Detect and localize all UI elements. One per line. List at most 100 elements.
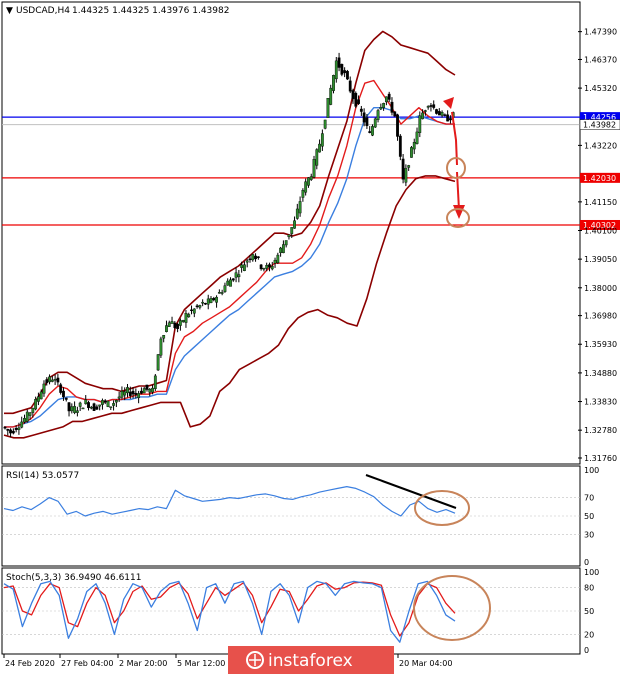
candle-body xyxy=(165,325,168,332)
price-tick-label: 1.34880 xyxy=(584,369,617,378)
candle-body xyxy=(212,298,216,301)
stoch-tick-label: 80 xyxy=(584,584,594,593)
candle-body xyxy=(387,93,391,100)
ohlc-label: 1.44325 1.44325 1.43976 1.43982 xyxy=(72,6,229,16)
candle-body xyxy=(348,80,352,92)
candle-body xyxy=(178,320,182,326)
price-tick-label: 1.47390 xyxy=(584,28,617,37)
candle-body xyxy=(254,255,257,260)
candle-body xyxy=(245,260,249,263)
time-tick-label: 5 Mar 12:00 xyxy=(177,659,225,668)
candle-body xyxy=(206,298,210,305)
candle-body xyxy=(142,388,146,394)
rsi-divergence-line xyxy=(365,474,457,509)
candle-body xyxy=(6,428,10,431)
candle-body xyxy=(215,296,218,303)
candle-body xyxy=(195,305,199,308)
time-tick-label: 24 Feb 2020 xyxy=(5,659,55,668)
candle-body xyxy=(9,429,12,434)
candle-body xyxy=(170,321,174,324)
candle-body xyxy=(404,168,408,183)
bollinger-lower-line xyxy=(3,175,456,439)
price-tick-label: 1.40100 xyxy=(584,226,617,235)
candle-body xyxy=(287,234,291,238)
candle-body xyxy=(243,264,246,272)
candle-body xyxy=(59,384,63,393)
bollinger-upper-line xyxy=(4,30,456,415)
level-price-badge xyxy=(580,112,620,123)
candle-body xyxy=(3,426,7,429)
candle-body xyxy=(89,406,93,409)
candle-body xyxy=(101,400,104,405)
candle-body xyxy=(87,402,90,409)
candle-body xyxy=(318,143,321,153)
candle-body xyxy=(446,114,450,122)
rsi-tick-label: 70 xyxy=(584,494,594,503)
watermark: instaforex xyxy=(228,646,394,674)
candle-body xyxy=(126,387,129,394)
candle-body xyxy=(81,407,85,410)
candle-body xyxy=(410,147,413,158)
candle-body xyxy=(270,265,274,270)
candle-body xyxy=(301,190,305,198)
rsi-axis-ticks: 100 70 50 30 0 xyxy=(584,466,599,567)
candle-body xyxy=(426,106,430,108)
price-candles xyxy=(3,52,455,438)
candle-body xyxy=(70,406,74,412)
candle-body xyxy=(190,309,193,312)
candle-body xyxy=(248,258,252,261)
candle-body xyxy=(365,117,369,126)
header-arrow-icon[interactable]: ▼ xyxy=(6,6,13,16)
candle-body xyxy=(323,119,327,129)
candle-body xyxy=(312,159,316,178)
time-tick-label: 27 Feb 04:00 xyxy=(61,659,113,668)
candle-body xyxy=(429,105,433,107)
candle-body xyxy=(268,264,271,268)
candle-body xyxy=(262,268,266,270)
candle-body xyxy=(173,322,177,328)
candle-body xyxy=(103,400,107,403)
rsi-tick-label: 30 xyxy=(584,530,594,539)
candle-body xyxy=(376,110,380,120)
time-tick-label: 2 Mar 20:00 xyxy=(119,659,167,668)
price-tick-label: 1.43220 xyxy=(584,141,617,150)
candle-body xyxy=(37,396,40,402)
watermark-text: instaforex xyxy=(268,651,353,671)
candle-body xyxy=(162,335,166,339)
candle-body xyxy=(259,264,263,270)
price-tick-label: 1.36980 xyxy=(584,312,617,321)
ma-fast-line xyxy=(4,79,455,428)
candle-body xyxy=(226,280,230,286)
price-tick-label: 1.32780 xyxy=(584,426,617,435)
candle-body xyxy=(401,158,405,180)
candle-body xyxy=(332,75,335,91)
candle-body xyxy=(34,399,38,410)
candle-body xyxy=(415,131,419,144)
candle-body xyxy=(229,279,232,287)
candle-body xyxy=(109,406,113,408)
candle-body xyxy=(432,104,436,108)
candle-body xyxy=(39,391,43,400)
candle-body xyxy=(148,389,152,393)
candle-body xyxy=(354,92,358,107)
candle-body xyxy=(56,377,60,383)
candle-body xyxy=(220,292,224,294)
candle-body xyxy=(134,393,138,395)
level-price-label: 1.40302 xyxy=(583,221,616,230)
price-tick-label: 1.46370 xyxy=(584,55,617,64)
level-price-label: 1.43982 xyxy=(583,121,616,130)
price-tick-label: 1.45320 xyxy=(584,84,617,93)
candle-body xyxy=(412,142,416,150)
annotation-circle-2 xyxy=(446,208,470,228)
candle-body xyxy=(95,406,99,410)
rsi-label: RSI(14) 53.0577 xyxy=(6,471,79,481)
candle-body xyxy=(326,98,330,118)
rsi-line xyxy=(3,486,456,517)
price-tick-label: 1.33830 xyxy=(584,398,617,407)
candle-body xyxy=(435,109,438,114)
candle-body xyxy=(340,64,344,75)
candle-body xyxy=(64,397,68,400)
candle-body xyxy=(17,427,21,430)
candle-body xyxy=(443,114,447,116)
